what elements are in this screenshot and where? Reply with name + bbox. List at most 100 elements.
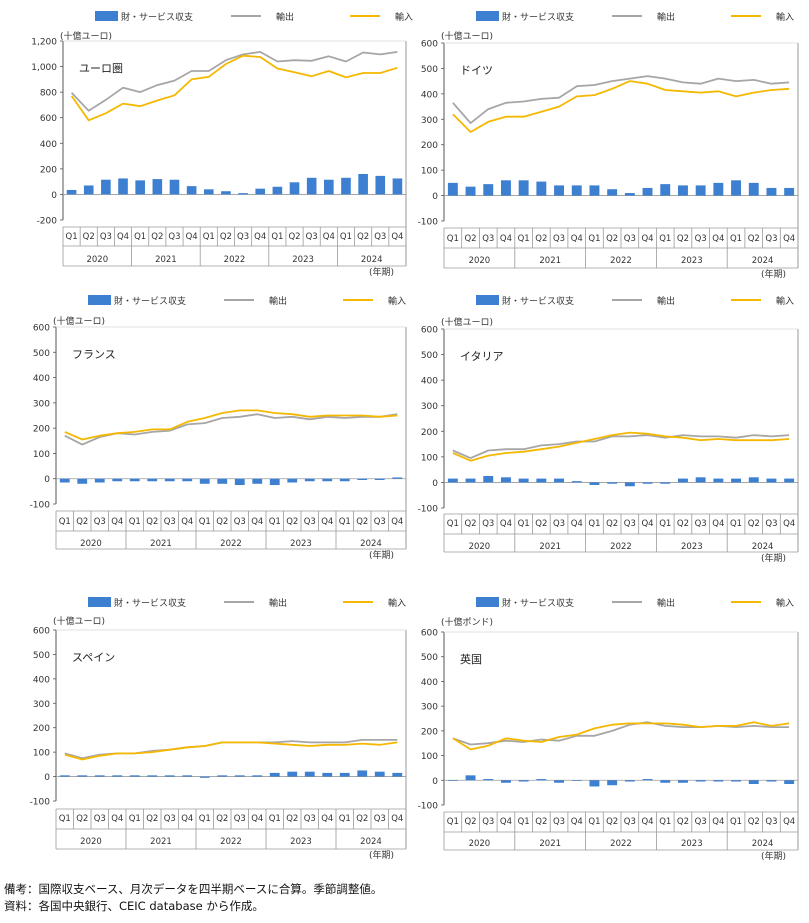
x-tick-label: Q1 [447, 817, 459, 827]
x-tick-label: Q1 [447, 234, 459, 244]
x-tick-label: Q3 [695, 519, 707, 529]
line-imports [64, 741, 398, 761]
bar-balance-6 [147, 478, 158, 482]
bar-balance-7 [164, 478, 175, 482]
x-tick-label: Q4 [391, 814, 403, 824]
x-tick-label: Q2 [288, 232, 300, 242]
bar-balance-15 [695, 780, 706, 782]
bar-balance-3 [94, 478, 105, 483]
x-tick-label: Q4 [254, 232, 266, 242]
legend-label-exports: 輸出 [657, 597, 675, 609]
unit-label: (十億ユーロ) [53, 615, 105, 627]
x-tick-label: Q3 [234, 814, 246, 824]
x-tick-label: Q4 [323, 232, 335, 242]
y-tick-label: 300 [33, 399, 50, 409]
bar-balance-1 [59, 775, 70, 777]
legend-label-balance: 財・サービス収支 [502, 597, 574, 609]
legend-swatch-balance [476, 11, 499, 21]
x-tick-label: Q1 [518, 817, 530, 827]
x-tick-label: Q1 [269, 517, 281, 527]
bar-balance-10 [217, 775, 228, 777]
bar-balance-18 [748, 182, 759, 196]
unit-label: (十億ユーロ) [60, 30, 112, 42]
year-label: 2024 [752, 839, 774, 849]
bar-balance-13 [660, 184, 671, 196]
x-tick-label: Q3 [695, 817, 707, 827]
x-tick-label: Q4 [111, 517, 123, 527]
x-tick-label: Q2 [146, 517, 158, 527]
x-tick-label: Q3 [306, 232, 318, 242]
bar-balance-5 [129, 478, 140, 482]
bar-balance-5 [135, 180, 145, 195]
y-tick-label: 300 [421, 116, 438, 126]
bar-balance-3 [483, 476, 494, 483]
bar-balance-8 [186, 186, 197, 195]
x-tick-label: Q1 [269, 814, 281, 824]
bar-balance-6 [536, 478, 547, 483]
bar-balance-7 [169, 179, 180, 195]
y-tick-label: 0 [432, 479, 438, 489]
year-label: 2020 [80, 837, 102, 847]
x-tick-label: Q3 [234, 517, 246, 527]
bar-balance-16 [713, 182, 724, 196]
x-tick-label: Q4 [111, 814, 123, 824]
x-tick-label: Q4 [186, 232, 198, 242]
x-tick-label: Q3 [374, 517, 386, 527]
bar-balance-7 [554, 185, 565, 196]
legend-label-exports: 輸出 [657, 295, 675, 307]
bar-balance-13 [269, 772, 280, 777]
x-tick-label: Q4 [571, 817, 583, 827]
x-tick-label: Q4 [783, 234, 795, 244]
x-tick-label: Q4 [641, 817, 653, 827]
x-tick-label: Q1 [129, 517, 141, 527]
line-exports [452, 75, 790, 124]
x-tick-label: Q3 [304, 517, 316, 527]
x-tick-label: Q1 [518, 234, 530, 244]
year-label: 2022 [610, 256, 632, 266]
y-tick-label: 600 [421, 326, 438, 336]
legend-label-balance: 財・サービス収支 [114, 295, 186, 307]
x-tick-label: Q4 [641, 519, 653, 529]
x-tick-label: Q2 [677, 519, 689, 529]
x-tick-label: Q3 [237, 232, 249, 242]
year-unit-label: (年期) [369, 849, 394, 861]
bar-balance-7 [164, 775, 175, 777]
x-tick-label: Q4 [500, 519, 512, 529]
x-tick-label: Q1 [339, 517, 351, 527]
bar-balance-20 [392, 477, 403, 479]
chart-panel-4: 財・サービス収支 輸出 輸入 (十億ユーロ) -100 0 100 200 300 400 500 6… [418, 295, 799, 564]
x-tick-label: Q3 [374, 232, 386, 242]
y-tick-label: 600 [40, 114, 57, 124]
x-tick-label: Q4 [641, 234, 653, 244]
year-label: 2021 [150, 539, 172, 549]
bar-balance-11 [624, 482, 635, 487]
bar-balance-17 [339, 478, 350, 482]
legend-swatch-balance [476, 597, 499, 607]
bar-balance-6 [536, 181, 547, 196]
x-tick-label: Q2 [76, 517, 88, 527]
bar-balance-14 [677, 780, 688, 783]
y-tick-label: 300 [33, 700, 50, 710]
chart-title: ユーロ圏 [79, 62, 123, 75]
y-tick-label: 500 [421, 653, 438, 663]
x-tick-label: Q2 [535, 519, 547, 529]
x-tick-label: Q1 [129, 814, 141, 824]
bar-balance-13 [660, 780, 671, 783]
bar-balance-14 [287, 771, 298, 777]
x-tick-label: Q4 [117, 232, 129, 242]
bar-balance-11 [234, 775, 245, 777]
x-tick-label: Q2 [535, 817, 547, 827]
x-tick-label: Q1 [134, 232, 146, 242]
bar-balance-2 [77, 775, 88, 777]
x-tick-label: Q4 [571, 234, 583, 244]
chart-title: フランス [72, 348, 116, 361]
x-tick-label: Q4 [251, 517, 263, 527]
x-tick-label: Q1 [730, 817, 742, 827]
year-label: 2024 [360, 837, 382, 847]
bar-balance-7 [554, 478, 565, 483]
y-tick-label: 400 [40, 140, 57, 150]
legend-label-imports: 輸入 [776, 11, 794, 23]
x-tick-label: Q4 [783, 519, 795, 529]
legend-label-exports: 輸出 [657, 11, 675, 23]
bar-balance-15 [306, 177, 317, 195]
